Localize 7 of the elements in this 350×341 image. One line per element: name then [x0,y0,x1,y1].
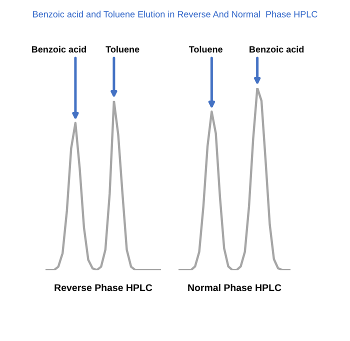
text: Toluene [188,46,222,53]
chart-title: Benzoic acid and Toluene Elution in Reverse And Normal Phase HPLC [33,10,318,18]
x-axis-title: Reverse Phase HPLC [54,284,152,292]
text: Benzoic acid [250,46,304,53]
x-axis-title: Normal Phase HPLC [188,284,282,292]
text: Toluene [106,46,140,53]
text: Benzoic acid [32,46,86,53]
